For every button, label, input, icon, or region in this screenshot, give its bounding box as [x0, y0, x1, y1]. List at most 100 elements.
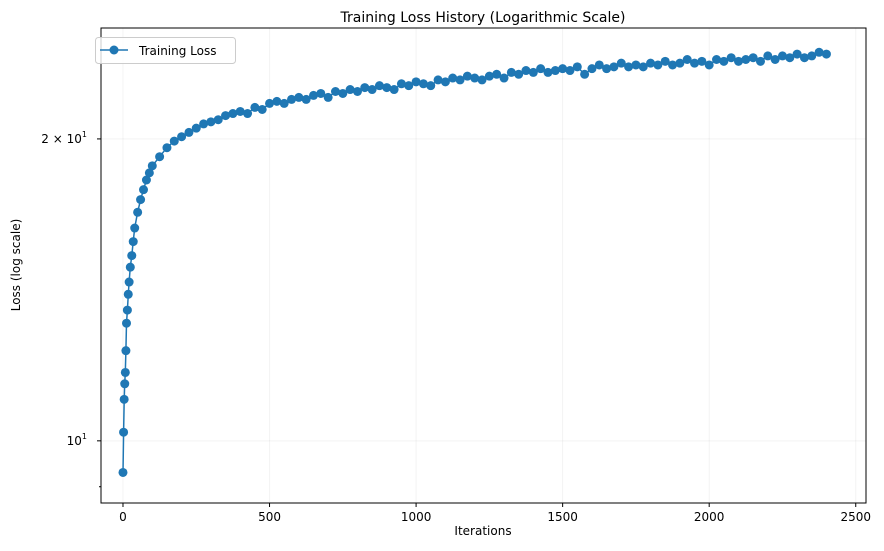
data-point — [272, 96, 282, 106]
data-point — [250, 102, 260, 112]
data-point — [565, 66, 575, 76]
data-point — [279, 98, 289, 108]
data-point — [492, 69, 502, 79]
x-tick-label: 2000 — [694, 510, 725, 524]
data-point — [213, 115, 223, 125]
data-point — [748, 53, 758, 63]
data-point — [448, 73, 458, 83]
legend: Training Loss — [95, 37, 236, 64]
chart-title: Training Loss History (Logarithmic Scale… — [340, 10, 626, 26]
data-point — [521, 66, 531, 76]
data-point — [199, 119, 209, 129]
x-axis: 0 500 1000 1500 2000 2500 — [119, 503, 871, 524]
data-point — [352, 87, 362, 97]
data-point — [602, 64, 612, 74]
data-point — [426, 81, 436, 91]
data-point — [309, 90, 318, 100]
data-point — [580, 69, 590, 79]
data-point — [726, 53, 736, 63]
data-point — [499, 73, 509, 83]
data-point — [741, 55, 751, 65]
data-point — [755, 56, 765, 66]
data-point — [235, 106, 245, 116]
y-axis-label: Loss (log scale) — [9, 219, 23, 312]
data-point — [719, 56, 729, 66]
data-point — [123, 289, 133, 299]
data-point — [360, 83, 370, 93]
data-point — [609, 62, 619, 72]
data-point — [121, 346, 131, 356]
data-point — [136, 195, 146, 205]
data-point — [133, 207, 143, 217]
data-point — [128, 237, 138, 247]
data-point — [646, 58, 656, 68]
data-point — [338, 88, 348, 98]
data-point — [777, 51, 787, 61]
data-point — [799, 53, 809, 63]
data-point — [484, 71, 494, 81]
legend-marker — [109, 45, 119, 55]
data-point — [323, 92, 333, 102]
data-point — [792, 49, 802, 59]
data-point — [345, 85, 355, 95]
data-point — [536, 64, 546, 74]
data-point — [462, 71, 472, 81]
data-point — [120, 367, 130, 377]
data-point — [404, 81, 414, 91]
data-point — [162, 143, 172, 153]
y-tick-label-mult: 2 × — [41, 132, 66, 146]
legend-label: Training Loss — [138, 44, 216, 58]
data-point — [690, 58, 700, 68]
data-point — [124, 277, 134, 287]
data-point — [316, 88, 326, 98]
data-point — [127, 251, 137, 261]
x-tick-label: 2500 — [840, 510, 871, 524]
data-point — [130, 223, 140, 233]
data-point — [631, 60, 641, 70]
data-point — [120, 379, 130, 389]
data-point — [206, 117, 216, 127]
series-training-loss — [118, 47, 831, 477]
data-point — [558, 64, 568, 74]
y-tick-label-exp: 1 — [82, 432, 87, 441]
data-point — [770, 55, 780, 65]
data-point — [697, 56, 707, 66]
data-point — [294, 92, 304, 102]
data-point — [682, 55, 692, 65]
data-point — [653, 60, 663, 70]
data-point — [807, 51, 817, 61]
data-point — [301, 94, 311, 104]
data-point — [125, 262, 135, 272]
data-point — [139, 185, 148, 195]
legend-box — [95, 37, 236, 64]
x-tick-label: 500 — [258, 510, 281, 524]
data-point — [821, 49, 831, 59]
data-point — [785, 53, 795, 63]
x-axis-label: Iterations — [454, 524, 511, 538]
data-point — [411, 77, 421, 87]
x-tick-label: 1500 — [547, 510, 578, 524]
y-tick-label-exp: 1 — [82, 130, 87, 139]
y-tick-label: 101 — [67, 432, 87, 448]
data-point — [477, 75, 487, 85]
data-point — [118, 467, 128, 477]
data-point — [374, 81, 384, 91]
data-point — [144, 168, 154, 178]
data-point — [155, 152, 165, 162]
data-point — [396, 79, 406, 89]
data-point — [734, 56, 743, 66]
data-point — [638, 62, 648, 72]
data-point — [257, 104, 267, 114]
data-point — [514, 69, 524, 79]
data-point — [550, 66, 560, 76]
data-point — [119, 394, 129, 404]
data-point — [506, 67, 516, 77]
y-tick-label-base: 10 — [67, 434, 82, 448]
data-point — [624, 62, 634, 72]
data-point — [228, 109, 238, 119]
data-point — [243, 109, 253, 119]
data-point — [675, 58, 685, 68]
data-point — [122, 318, 131, 328]
